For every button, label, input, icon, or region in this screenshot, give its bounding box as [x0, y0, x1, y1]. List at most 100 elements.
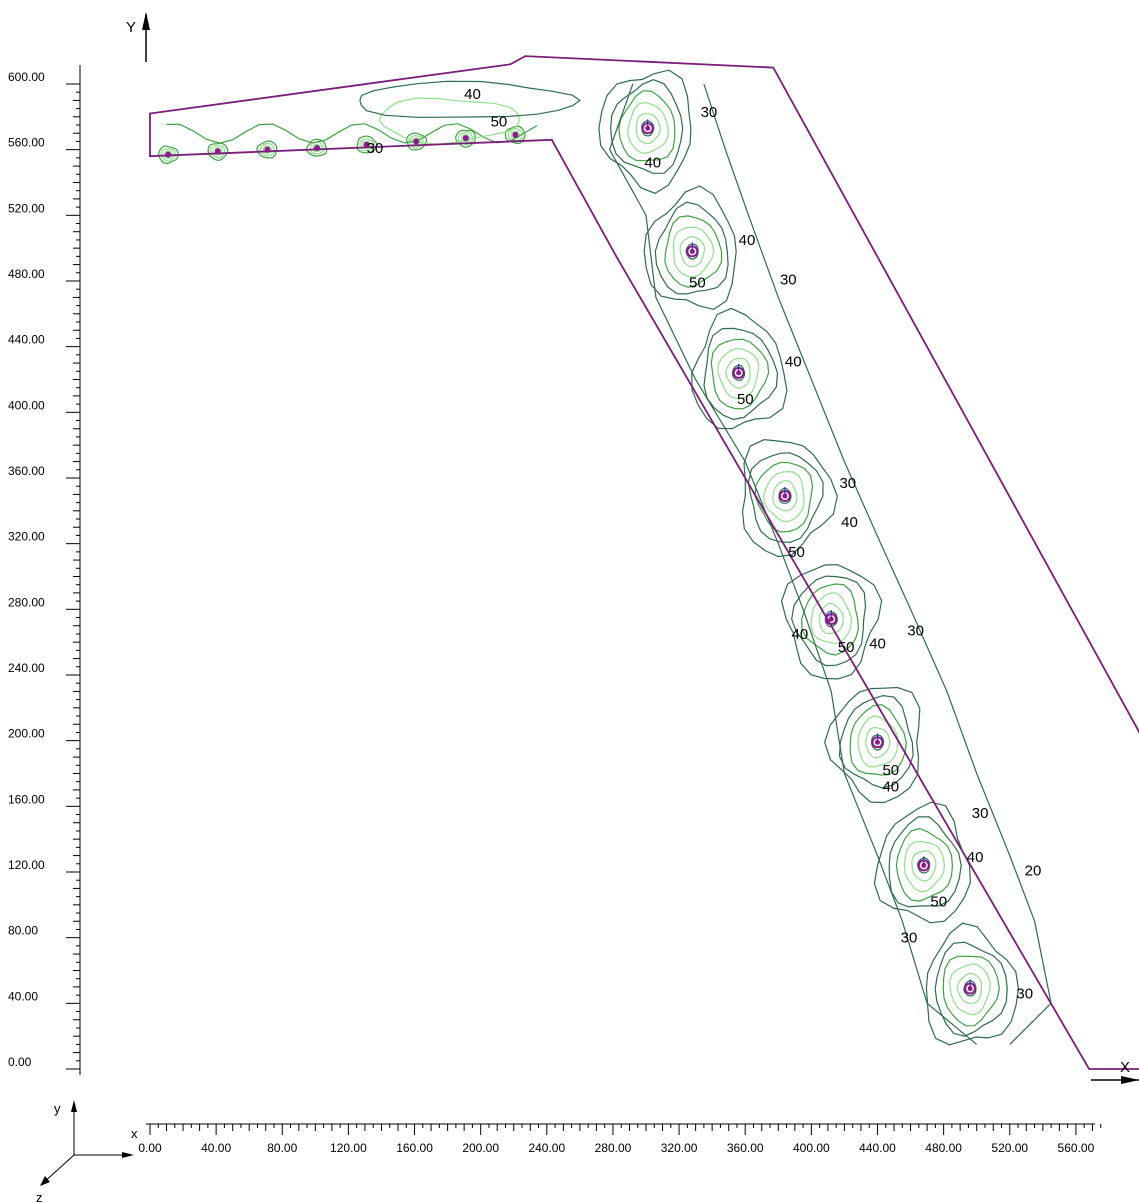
contour-level-inner	[212, 147, 223, 156]
well-marker	[828, 616, 834, 622]
contour-strip	[166, 123, 538, 144]
y-tick-label: 560.00	[8, 136, 45, 150]
contour-level-inner	[262, 145, 273, 154]
contour-label: 50	[689, 275, 706, 292]
contour-label: 40	[464, 86, 481, 103]
y-tick-label: 120.00	[8, 858, 45, 872]
contour-level-middle-2	[408, 135, 424, 149]
well-marker	[413, 138, 420, 145]
contour-level-middle-2	[949, 963, 991, 1016]
contour-label: 50	[882, 762, 899, 779]
contour-label: 40	[644, 155, 661, 172]
x-tick-label: 440.00	[859, 1141, 896, 1155]
contour-label: 40	[841, 514, 858, 531]
contour-level-outer	[925, 922, 1020, 1046]
contour-level-outer	[873, 801, 972, 924]
x-tick-label: 280.00	[595, 1141, 632, 1155]
contour-label: 40	[882, 779, 899, 796]
contour-level-middle-2	[763, 470, 805, 523]
contour-level-inner	[772, 479, 798, 512]
contour-level-middle	[710, 338, 770, 410]
contour-level-middle	[256, 140, 278, 159]
well-marker	[967, 986, 973, 992]
well-markers	[165, 119, 977, 995]
well-marker	[165, 151, 172, 158]
well-marker	[214, 148, 221, 155]
well-marker	[363, 141, 370, 148]
well-marker	[512, 131, 519, 138]
contour-level-inner	[635, 113, 662, 145]
y-axis: 0.00 40.00 80.00 120.00 160.00 200.00 240.00 28…	[8, 65, 81, 1075]
contour-envelope-right	[703, 83, 1052, 1045]
contour-level-middle-2	[810, 591, 853, 644]
contour-label: 40	[967, 849, 984, 866]
right-arrow-icon	[1121, 1076, 1139, 1084]
y-tick-label: 480.00	[8, 267, 45, 281]
contour-level-middle	[849, 703, 907, 776]
contour-level-core	[685, 243, 699, 260]
y-tick-label: 280.00	[8, 595, 45, 609]
contour-label: 40	[739, 232, 756, 249]
contour-level-middle-2	[309, 141, 325, 155]
contour-level-middle-2	[210, 144, 226, 159]
contour-strip-outer	[359, 80, 581, 118]
y-tick-label: 600.00	[8, 70, 45, 84]
contour-label: 50	[737, 391, 754, 408]
contour-level-inner	[725, 357, 751, 389]
contour-level-inner	[911, 850, 937, 882]
contour-label: 30	[901, 930, 918, 947]
y-tick-label: 360.00	[8, 464, 45, 478]
y-tick-label: 440.00	[8, 333, 45, 347]
triad-y-arrow-icon	[71, 1100, 77, 1112]
contour-level-outer-2	[703, 327, 779, 421]
contour-level-inner	[163, 150, 173, 159]
x-tick-label: 80.00	[267, 1141, 297, 1155]
contour-label: 40	[792, 626, 809, 643]
triad-x-arrow-icon	[122, 1152, 134, 1158]
well-marker	[462, 135, 469, 142]
contour-level-inner	[510, 130, 521, 140]
contour-label: 30	[972, 805, 989, 822]
contour-level-inner	[865, 726, 891, 759]
contour-level-middle	[618, 90, 676, 162]
x-axis-title: X	[1120, 1059, 1130, 1076]
contour-level-outer-2	[888, 816, 962, 908]
x-tick-label: 520.00	[991, 1141, 1028, 1155]
contour-label: 30	[367, 140, 384, 157]
contour-level-outer-2	[747, 452, 824, 544]
contour-level-middle	[664, 215, 723, 288]
contour-level-inner	[679, 236, 706, 268]
orientation-triad: y x z	[36, 1100, 138, 1203]
well-marker	[921, 862, 927, 868]
y-tick-label: 80.00	[8, 924, 38, 938]
contour-level-outer-2	[934, 941, 1008, 1037]
well-marker	[645, 125, 651, 131]
contour-level-middle-2	[627, 101, 669, 155]
contour-label: 50	[838, 639, 855, 656]
x-tick-label: 200.00	[462, 1141, 499, 1155]
triad-x-label: x	[131, 1126, 138, 1141]
contour-envelope-left	[608, 83, 978, 1045]
boundary-outline	[149, 55, 1139, 1070]
x-axis-arrow: X	[1091, 1059, 1139, 1084]
contour-label: 40	[785, 353, 802, 370]
well-marker	[689, 248, 695, 254]
contour-label: 50	[788, 544, 805, 561]
contour-level-middle-2	[160, 148, 176, 162]
y-tick-label: 40.00	[8, 989, 38, 1003]
contour-level-outer	[598, 69, 692, 194]
contour-level-middle	[942, 955, 1000, 1027]
y-tick-label: 200.00	[8, 727, 45, 741]
well-marker	[736, 370, 742, 376]
y-tick-label: 400.00	[8, 398, 45, 412]
contour-level-middle-2	[717, 348, 760, 399]
x-tick-label: 560.00	[1058, 1141, 1095, 1155]
x-tick-label: 480.00	[925, 1141, 962, 1155]
contour-level-outer	[824, 686, 921, 804]
contour-level-outer	[741, 438, 838, 558]
x-tick-label: 160.00	[396, 1141, 433, 1155]
contour-level-middle	[504, 125, 526, 145]
contour-label: 50	[491, 114, 508, 131]
